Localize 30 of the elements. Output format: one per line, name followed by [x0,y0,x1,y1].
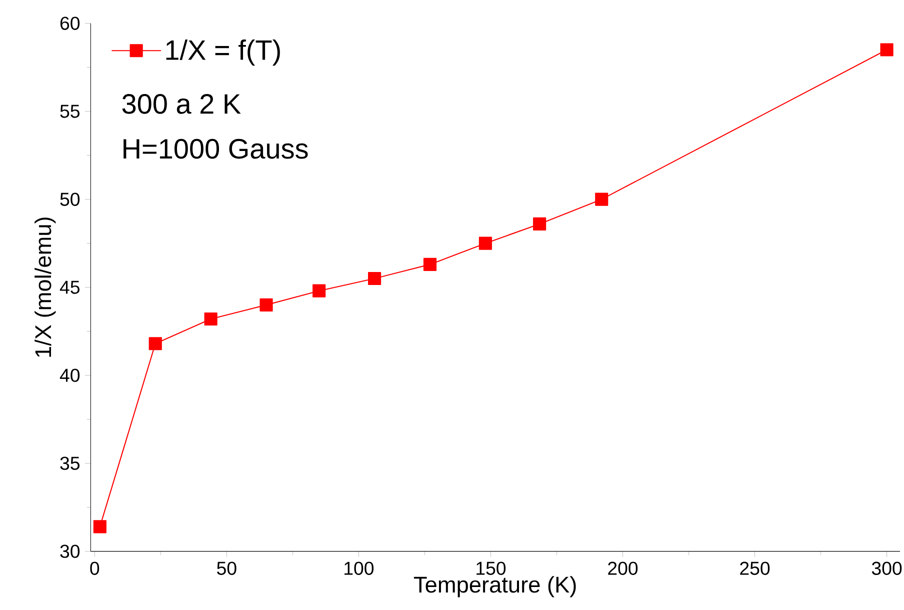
y-tick-label: 50 [60,192,80,206]
annotation: H=1000 Gauss [124,138,308,159]
y-tick-label: 40 [60,368,80,382]
y-tick-label: 30 [60,544,80,558]
x-tick-label: 300 [872,562,902,575]
point [595,192,608,206]
point [93,520,106,534]
point [478,236,492,250]
y-axis-title: 1/X (mol/emu) [34,218,56,357]
x-tick-label: 250 [740,562,770,575]
point [880,43,894,56]
x-tick-label: 200 [608,562,638,575]
point [312,284,326,298]
y-tick-label: 45 [60,280,80,294]
point [368,272,382,286]
y-tick-label: 60 [60,16,80,30]
x-tick-label: 0 [90,562,100,575]
legend-label: 1/X = f(T) [166,39,280,66]
x-tick-label: 150 [476,562,506,575]
point [260,298,273,312]
y-tick-label: 35 [60,456,80,470]
x-axis-title: Temperature (K) [414,576,576,598]
point [533,217,546,230]
annotation: 300 a 2 K [122,94,241,114]
point [204,312,218,326]
y-tick-label: 55 [60,104,80,118]
x-tick-label: 50 [217,562,236,575]
x-tick-label: 100 [344,562,374,575]
point [148,337,162,350]
point [423,258,437,271]
